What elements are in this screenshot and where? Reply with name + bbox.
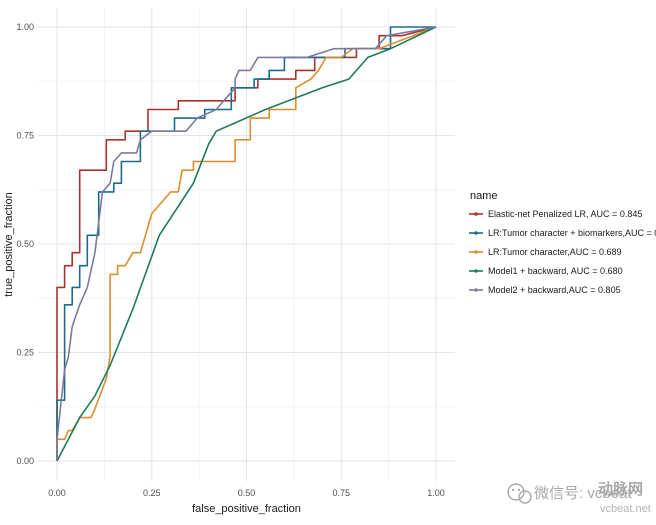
legend-key-dot xyxy=(474,250,478,254)
legend-label: LR:Tumor character,AUC = 0.689 xyxy=(488,247,621,257)
legend-key-dot xyxy=(474,269,478,273)
watermark-logo: 动脉网 xyxy=(598,480,643,498)
legend-key-dot xyxy=(474,288,478,292)
y-tick-label: 0.00 xyxy=(16,456,34,466)
y-tick-label: 0.25 xyxy=(16,348,34,358)
y-tick-label: 0.50 xyxy=(16,239,34,249)
legend-items: Elastic-net Penalized LR, AUC = 0.845 LR:… xyxy=(469,209,656,295)
legend-label: LR:Tumor character + biomarkers,AUC = 0.… xyxy=(488,228,656,238)
wechat-icon xyxy=(507,483,532,504)
series-line-4 xyxy=(56,26,437,462)
watermark: 微信号: vcbeat 动脉网 vcbeat.net xyxy=(507,480,651,515)
series-line-2 xyxy=(56,26,436,461)
x-tick-label: 1.00 xyxy=(427,488,445,498)
legend-label: Model2 + backward,AUC = 0.805 xyxy=(488,285,621,295)
series-line-1 xyxy=(56,26,437,461)
x-tick-label: 0.50 xyxy=(238,488,256,498)
legend-title: name xyxy=(470,190,498,202)
x-tick-label: 0.25 xyxy=(143,488,161,498)
legend-label: Model1 + backward, AUC = 0.680 xyxy=(488,266,623,276)
y-tick-label: 0.75 xyxy=(16,131,34,141)
watermark-sub: vcbeat.net xyxy=(600,503,651,515)
legend-key-dot xyxy=(474,231,478,235)
x-tick-label: 0.00 xyxy=(48,488,66,498)
x-axis-title: false_positive_fraction xyxy=(192,503,301,515)
tick-labels: 0.00 0.25 0.50 0.75 1.00 0.00 0.25 0.50 0.75 1.00 xyxy=(16,22,444,498)
legend-key-dot xyxy=(474,212,478,216)
x-tick-label: 0.75 xyxy=(332,488,350,498)
series-line-3 xyxy=(56,26,437,453)
legend-label: Elastic-net Penalized LR, AUC = 0.845 xyxy=(488,209,642,219)
watermark-text: 微信号: vcbeat xyxy=(534,485,632,502)
series-lines xyxy=(56,26,437,462)
y-tick-label: 1.00 xyxy=(16,22,34,32)
grid xyxy=(38,8,455,481)
y-axis-title: true_positive_fraction xyxy=(3,192,15,297)
legend: name Elastic-net Penalized LR, AUC = 0.8… xyxy=(469,190,656,295)
series-line-5 xyxy=(56,26,437,461)
